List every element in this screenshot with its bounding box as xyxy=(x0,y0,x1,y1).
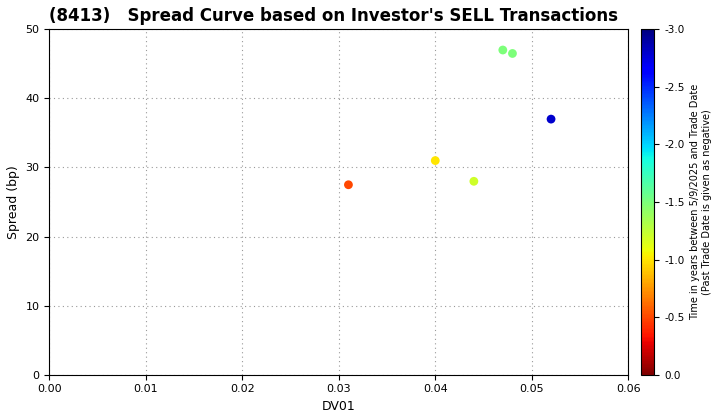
X-axis label: DV01: DV01 xyxy=(322,400,356,413)
Text: (8413)   Spread Curve based on Investor's SELL Transactions: (8413) Spread Curve based on Investor's … xyxy=(50,7,618,25)
Point xyxy=(343,181,354,188)
Y-axis label: Time in years between 5/9/2025 and Trade Date
(Past Trade Date is given as negat: Time in years between 5/9/2025 and Trade… xyxy=(690,84,711,320)
Point xyxy=(468,178,480,185)
Point xyxy=(507,50,518,57)
Point xyxy=(497,47,508,53)
Point xyxy=(545,116,557,123)
Y-axis label: Spread (bp): Spread (bp) xyxy=(7,165,20,239)
Point xyxy=(430,157,441,164)
